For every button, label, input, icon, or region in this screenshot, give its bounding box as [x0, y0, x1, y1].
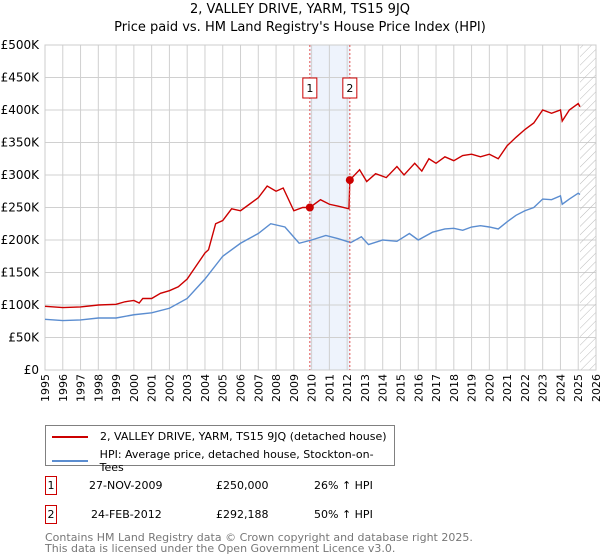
x-tick-label: 2019	[466, 374, 479, 402]
footer-copyright: Contains HM Land Registry data © Crown c…	[45, 531, 473, 544]
x-tick-label: 2016	[412, 374, 425, 402]
x-tick-label: 2007	[252, 374, 265, 402]
x-tick-label: 2005	[217, 374, 230, 402]
x-tick-label: 2021	[501, 374, 514, 402]
forecast-hatch	[580, 45, 596, 370]
x-tick-label: 2012	[341, 374, 354, 402]
sale-date: 27-NOV-2009	[89, 479, 163, 492]
chart-subtitle: Price paid vs. HM Land Registry's House …	[114, 20, 486, 35]
x-tick-label: 2008	[270, 374, 283, 402]
sale-label: 2	[346, 82, 353, 95]
hpi-line	[44, 192, 581, 322]
legend-blue-line	[52, 460, 88, 462]
y-tick-label: £100K	[1, 298, 41, 312]
y-tick-label: £250K	[1, 201, 41, 215]
y-tick-label: £400K	[1, 103, 41, 117]
y-tick-label: £50K	[8, 331, 40, 345]
x-tick-label: 2024	[554, 374, 567, 402]
x-tick-label: 2014	[377, 374, 390, 402]
sale-price: £250,000	[216, 479, 269, 492]
x-tick-label: 2009	[288, 374, 301, 402]
x-tick-label: 2004	[199, 374, 212, 402]
x-tick-label: 2010	[306, 374, 319, 402]
x-tick-label: 2003	[181, 374, 194, 402]
y-tick-label: £200K	[1, 233, 41, 247]
x-tick-label: 2001	[146, 374, 159, 402]
footer-licence: This data is licensed under the Open Gov…	[45, 542, 396, 555]
sale-hpi: 26% ↑ HPI	[314, 479, 373, 492]
legend-label-hpi: HPI: Average price, detached house, Stoc…	[99, 448, 374, 474]
x-tick-label: 1997	[75, 374, 88, 402]
x-tick-label: 2022	[519, 374, 532, 402]
x-tick-label: 2023	[537, 374, 550, 402]
y-tick-label: £300K	[1, 168, 41, 182]
legend-red-line	[52, 435, 88, 438]
sale-label-box	[342, 77, 358, 99]
plot-area: 1995 1996 1997 1998 1999 2000 2001 2002 2003 2004…	[1, 38, 600, 402]
y-tick-label: £0	[24, 363, 39, 377]
table-row: 1 27-NOV-2009 £250,000 26% ↑ HPI	[45, 476, 445, 496]
sale-label: 1	[306, 82, 313, 95]
x-tick-label: 2015	[394, 374, 407, 402]
x-tick-label: 1998	[92, 374, 105, 402]
x-tick-label: 2006	[235, 374, 248, 402]
x-tick-label: 2000	[128, 374, 141, 402]
sale-hpi: 50% ↑ HPI	[314, 508, 373, 521]
x-tick-label: 2013	[359, 374, 372, 402]
sale-label-box	[302, 77, 318, 99]
sale-point	[305, 203, 314, 212]
x-tick-label: 2018	[448, 374, 461, 402]
x-tick-label: 2011	[323, 374, 336, 402]
x-tick-label: 1996	[57, 374, 70, 402]
chart-title: 2, VALLEY DRIVE, YARM, TS15 9JQ	[189, 2, 411, 17]
sale-date: 24-FEB-2012	[91, 508, 162, 521]
price-paid-line	[44, 102, 581, 309]
x-tick-label: 2025	[572, 374, 585, 402]
legend-label-property: 2, VALLEY DRIVE, YARM, TS15 9JQ (detache…	[100, 430, 387, 443]
sale-point	[345, 176, 354, 185]
sale-badge: 2	[45, 505, 57, 524]
sale-price: £292,188	[216, 508, 269, 521]
y-tick-label: £350K	[1, 136, 41, 150]
x-tick-label: 2017	[430, 374, 443, 402]
legend: 2, VALLEY DRIVE, YARM, TS15 9JQ (detache…	[45, 425, 395, 474]
x-tick-label: 1995	[39, 374, 52, 402]
sale-badge: 1	[45, 476, 57, 495]
y-tick-label: £500K	[1, 38, 41, 52]
x-tick-label: 2002	[163, 374, 176, 402]
table-row: 2 24-FEB-2012 £292,188 50% ↑ HPI	[45, 505, 445, 525]
y-tick-label: £450K	[1, 71, 41, 85]
y-tick-label: £150K	[1, 266, 41, 280]
x-tick-label: 1999	[110, 374, 123, 402]
x-tick-label: 2020	[483, 374, 496, 402]
x-tick-label: 2026	[590, 374, 600, 402]
plot-frame	[44, 44, 597, 371]
